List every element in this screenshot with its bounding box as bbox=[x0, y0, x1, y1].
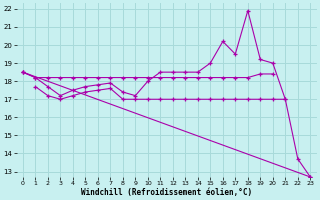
X-axis label: Windchill (Refroidissement éolien,°C): Windchill (Refroidissement éolien,°C) bbox=[81, 188, 252, 197]
